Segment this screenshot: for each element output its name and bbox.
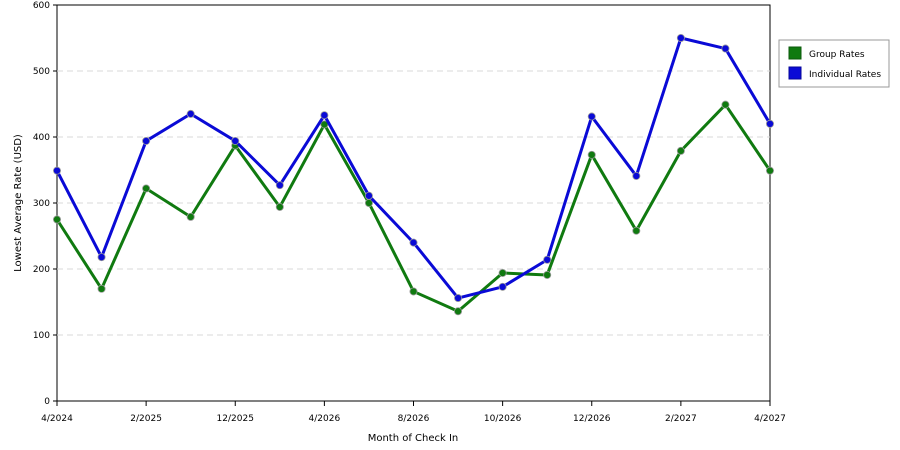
- data-point-group-rates: [632, 226, 641, 235]
- legend-label-group-rates: Group Rates: [809, 50, 865, 60]
- data-point-group-rates: [409, 287, 418, 296]
- x-tick-label: 4/2026: [309, 414, 341, 424]
- data-point-group-rates: [97, 284, 106, 293]
- data-point-group-rates: [498, 268, 507, 277]
- data-point-group-rates: [454, 307, 463, 316]
- x-axis-title: Month of Check In: [368, 433, 459, 444]
- data-point-individual-rates: [53, 166, 62, 175]
- y-axis: 0 100 200 300 400 500 600: [33, 1, 57, 407]
- data-point-individual-rates: [766, 119, 775, 128]
- legend-label-individual-rates: Individual Rates: [809, 70, 881, 80]
- data-point-individual-rates: [320, 111, 329, 120]
- data-point-individual-rates: [142, 136, 151, 145]
- series-line-individual-rates: [55, 36, 772, 300]
- y-tick-label: 400: [33, 133, 50, 143]
- data-point-group-rates: [543, 270, 552, 279]
- series-line-group-rates: [55, 103, 772, 313]
- plot-frame: [56, 4, 771, 402]
- data-point-group-rates: [142, 184, 151, 193]
- data-point-individual-rates: [97, 253, 106, 262]
- data-point-individual-rates: [454, 294, 463, 303]
- x-tick-label: 4/2027: [754, 414, 786, 424]
- legend: Group Rates Individual Rates: [778, 39, 890, 88]
- legend-swatch-individual-rates: [788, 66, 802, 80]
- data-point-individual-rates: [721, 44, 730, 53]
- y-tick-label: 300: [33, 199, 50, 209]
- x-tick-label: 10/2026: [484, 414, 522, 424]
- data-point-individual-rates: [632, 171, 641, 180]
- legend-swatch-group-rates: [788, 46, 802, 60]
- y-tick-label: 200: [33, 265, 50, 275]
- x-axis: 4/2024 2/2025 12/2025 4/2026 8/2026 10/2026 12…: [41, 401, 786, 424]
- y-tick-label: 0: [44, 397, 50, 407]
- y-tick-label: 600: [33, 1, 50, 11]
- data-point-individual-rates: [364, 191, 373, 200]
- data-point-group-rates: [676, 146, 685, 155]
- y-tick-label: 500: [33, 67, 50, 77]
- data-point-individual-rates: [231, 136, 240, 145]
- data-point-group-rates: [275, 202, 284, 211]
- x-tick-label: 12/2026: [573, 414, 611, 424]
- data-point-individual-rates: [587, 112, 596, 121]
- data-point-group-rates: [766, 166, 775, 175]
- data-point-individual-rates: [543, 255, 552, 264]
- y-axis-title: Lowest Average Rate (USD): [13, 134, 24, 272]
- series-layer: [53, 34, 775, 316]
- x-tick-label: 4/2024: [41, 414, 73, 424]
- series-individual-rates: [53, 34, 775, 303]
- x-tick-label: 2/2027: [665, 414, 697, 424]
- data-point-group-rates: [587, 150, 596, 159]
- data-point-group-rates: [721, 100, 730, 109]
- data-point-individual-rates: [275, 181, 284, 190]
- x-tick-label: 2/2025: [130, 414, 162, 424]
- data-point-group-rates: [53, 215, 62, 224]
- data-point-group-rates: [186, 212, 195, 221]
- y-tick-label: 100: [33, 331, 50, 341]
- data-point-individual-rates: [676, 34, 685, 43]
- data-point-individual-rates: [186, 109, 195, 118]
- data-point-individual-rates: [409, 238, 418, 247]
- data-point-individual-rates: [498, 282, 507, 291]
- x-tick-label: 12/2025: [217, 414, 254, 424]
- x-tick-label: 8/2026: [398, 414, 430, 424]
